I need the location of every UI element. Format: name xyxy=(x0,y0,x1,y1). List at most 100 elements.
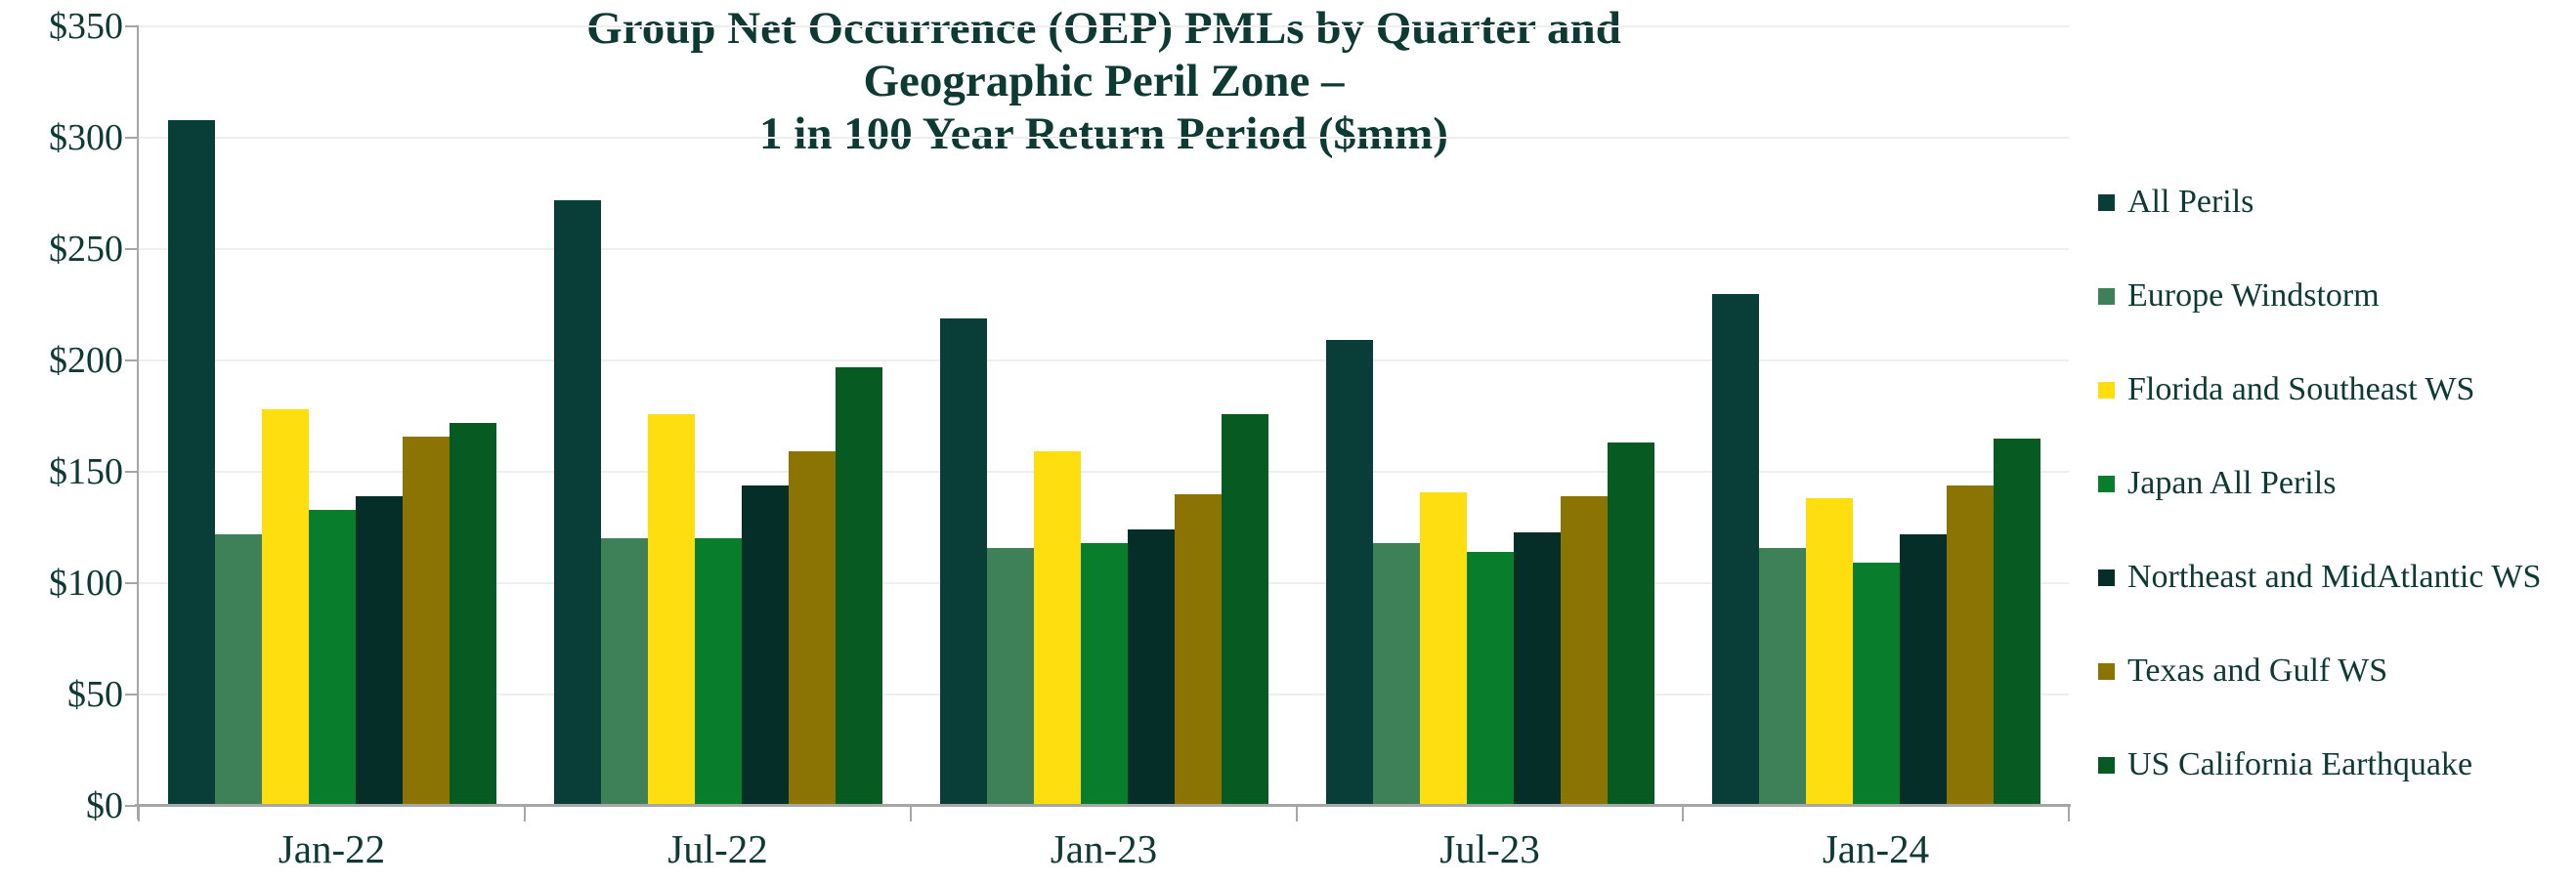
bar-japan-all-perils-jul-22 xyxy=(694,538,742,806)
bar-florida-and-southeast-ws-jul-22 xyxy=(647,413,695,806)
y-axis-label-250: $250 xyxy=(49,229,123,270)
gridline-150 xyxy=(139,471,2069,473)
legend-label-florida-and-southeast-ws: Florida and Southeast WS xyxy=(2127,371,2475,407)
bar-japan-all-perils-jan-23 xyxy=(1080,542,1128,806)
x-axis-tick-1 xyxy=(524,806,526,822)
x-axis-label-jan-22: Jan-22 xyxy=(278,826,386,871)
x-axis-tick-4 xyxy=(1682,806,1684,822)
bar-texas-and-gulf-ws-jan-24 xyxy=(1946,485,1994,806)
x-axis-labels: Jan-22 Jul-22 Jan-23 Jul-23 Jan-24 xyxy=(139,825,2069,872)
bar-northeast-and-midatlantic-ws-jul-22 xyxy=(741,485,789,806)
bar-group-jan-24 xyxy=(1683,26,2069,806)
bar-florida-and-southeast-ws-jan-22 xyxy=(261,409,309,806)
x-axis-ticks xyxy=(138,806,2070,823)
x-axis-label-jul-22: Jul-22 xyxy=(667,826,768,871)
bar-us-california-earthquake-jan-24 xyxy=(1993,438,2040,806)
bar-europe-windstorm-jan-24 xyxy=(1758,547,1806,806)
legend-label-northeast-and-midatlantic-ws: Northeast and MidAtlantic WS xyxy=(2127,559,2542,595)
legend-swatch-us-california-earthquake xyxy=(2098,756,2115,774)
chart-title-line-1: Group Net Occurrence (OEP) PMLs by Quart… xyxy=(586,3,1621,54)
bar-all-perils-jan-22 xyxy=(167,119,215,806)
bar-groups xyxy=(139,26,2069,806)
bar-northeast-and-midatlantic-ws-jul-23 xyxy=(1513,531,1561,806)
bar-us-california-earthquake-jan-23 xyxy=(1221,413,1268,806)
legend-swatch-japan-all-perils xyxy=(2098,475,2115,492)
bar-us-california-earthquake-jan-22 xyxy=(449,422,496,806)
bar-europe-windstorm-jan-22 xyxy=(214,533,262,806)
legend-swatch-florida-and-southeast-ws xyxy=(2098,381,2115,399)
gridline-350 xyxy=(139,25,2069,27)
bar-northeast-and-midatlantic-ws-jan-23 xyxy=(1127,529,1175,806)
y-axis-label-150: $150 xyxy=(49,451,123,492)
legend-swatch-northeast-and-midatlantic-ws xyxy=(2098,569,2115,586)
bar-texas-and-gulf-ws-jul-23 xyxy=(1560,496,1608,806)
y-axis-tick-200 xyxy=(125,359,139,362)
bar-japan-all-perils-jan-22 xyxy=(308,509,356,806)
legend-swatch-texas-and-gulf-ws xyxy=(2098,662,2115,680)
bar-texas-and-gulf-ws-jan-23 xyxy=(1174,493,1222,806)
bar-all-perils-jan-23 xyxy=(939,317,987,806)
y-axis-label-350: $350 xyxy=(49,6,123,47)
x-axis-line xyxy=(135,804,2071,807)
y-axis-tick-150 xyxy=(125,471,139,473)
bar-europe-windstorm-jul-23 xyxy=(1372,542,1420,806)
x-axis-label-jan-24: Jan-24 xyxy=(1822,826,1930,871)
legend-item-all-perils: All Perils xyxy=(2098,184,2541,220)
bar-group-jul-23 xyxy=(1297,26,1683,806)
y-axis-label-300: $300 xyxy=(49,117,123,158)
legend-label-europe-windstorm: Europe Windstorm xyxy=(2127,277,2380,314)
bar-northeast-and-midatlantic-ws-jan-22 xyxy=(355,496,403,806)
bar-florida-and-southeast-ws-jan-24 xyxy=(1805,498,1853,806)
legend-label-us-california-earthquake: US California Earthquake xyxy=(2127,746,2473,782)
chart-title-line-3: 1 in 100 Year Return Period ($mm) xyxy=(759,108,1448,160)
x-axis-tick-5 xyxy=(2068,806,2070,822)
x-axis-tick-0 xyxy=(138,806,140,822)
bar-japan-all-perils-jul-23 xyxy=(1466,552,1514,806)
bar-northeast-and-midatlantic-ws-jan-24 xyxy=(1899,533,1947,806)
bar-group-jan-23 xyxy=(911,26,1297,806)
bar-florida-and-southeast-ws-jul-23 xyxy=(1419,491,1467,806)
bar-all-perils-jul-23 xyxy=(1325,340,1373,806)
bar-group-jul-22 xyxy=(525,26,911,806)
bar-florida-and-southeast-ws-jan-23 xyxy=(1033,451,1081,806)
y-axis-label-100: $100 xyxy=(49,563,123,604)
legend-swatch-all-perils xyxy=(2098,193,2115,211)
y-axis-tick-300 xyxy=(125,137,139,139)
bar-group-jan-22 xyxy=(139,26,525,806)
y-axis-tick-100 xyxy=(125,582,139,585)
bar-texas-and-gulf-ws-jul-22 xyxy=(788,451,836,806)
y-axis-tick-250 xyxy=(125,248,139,250)
bar-europe-windstorm-jan-23 xyxy=(986,547,1034,806)
y-axis-tick-0 xyxy=(125,805,139,807)
x-axis-label-jan-23: Jan-23 xyxy=(1050,826,1158,871)
legend-item-texas-and-gulf-ws: Texas and Gulf WS xyxy=(2098,653,2541,689)
bar-us-california-earthquake-jul-22 xyxy=(835,366,882,806)
y-axis-label-50: $50 xyxy=(67,674,123,715)
y-axis-label-0: $0 xyxy=(86,785,123,826)
legend-item-us-california-earthquake: US California Earthquake xyxy=(2098,746,2541,782)
legend-label-japan-all-perils: Japan All Perils xyxy=(2127,465,2337,501)
legend-item-northeast-and-midatlantic-ws: Northeast and MidAtlantic WS xyxy=(2098,559,2542,595)
x-axis-tick-2 xyxy=(910,806,912,822)
y-axis-tick-350 xyxy=(125,25,139,27)
y-axis-label-200: $200 xyxy=(49,340,123,381)
y-axis-tick-50 xyxy=(125,694,139,696)
plot-area xyxy=(125,25,2069,807)
y-axis-labels: $0 $50 $100 $150 $200 $250 $300 $350 xyxy=(0,6,123,826)
y-axis-line xyxy=(137,26,139,820)
x-axis-tick-3 xyxy=(1296,806,1298,822)
x-axis-label-jul-23: Jul-23 xyxy=(1439,826,1540,871)
legend-item-europe-windstorm: Europe Windstorm xyxy=(2098,277,2541,314)
gridline-300 xyxy=(139,137,2069,139)
bar-europe-windstorm-jul-22 xyxy=(600,538,648,806)
chart-title-line-2: Geographic Peril Zone – xyxy=(863,56,1345,107)
bar-texas-and-gulf-ws-jan-22 xyxy=(402,436,450,806)
chart-title: Group Net Occurrence (OEP) PMLs by Quart… xyxy=(139,2,2069,160)
legend-item-japan-all-perils: Japan All Perils xyxy=(2098,465,2541,501)
legend-swatch-europe-windstorm xyxy=(2098,287,2115,305)
bar-japan-all-perils-jan-24 xyxy=(1852,563,1900,806)
bar-us-california-earthquake-jul-23 xyxy=(1607,442,1654,806)
legend: All Perils Europe Windstorm Florida and So… xyxy=(2098,184,2542,842)
gridline-250 xyxy=(139,248,2069,250)
